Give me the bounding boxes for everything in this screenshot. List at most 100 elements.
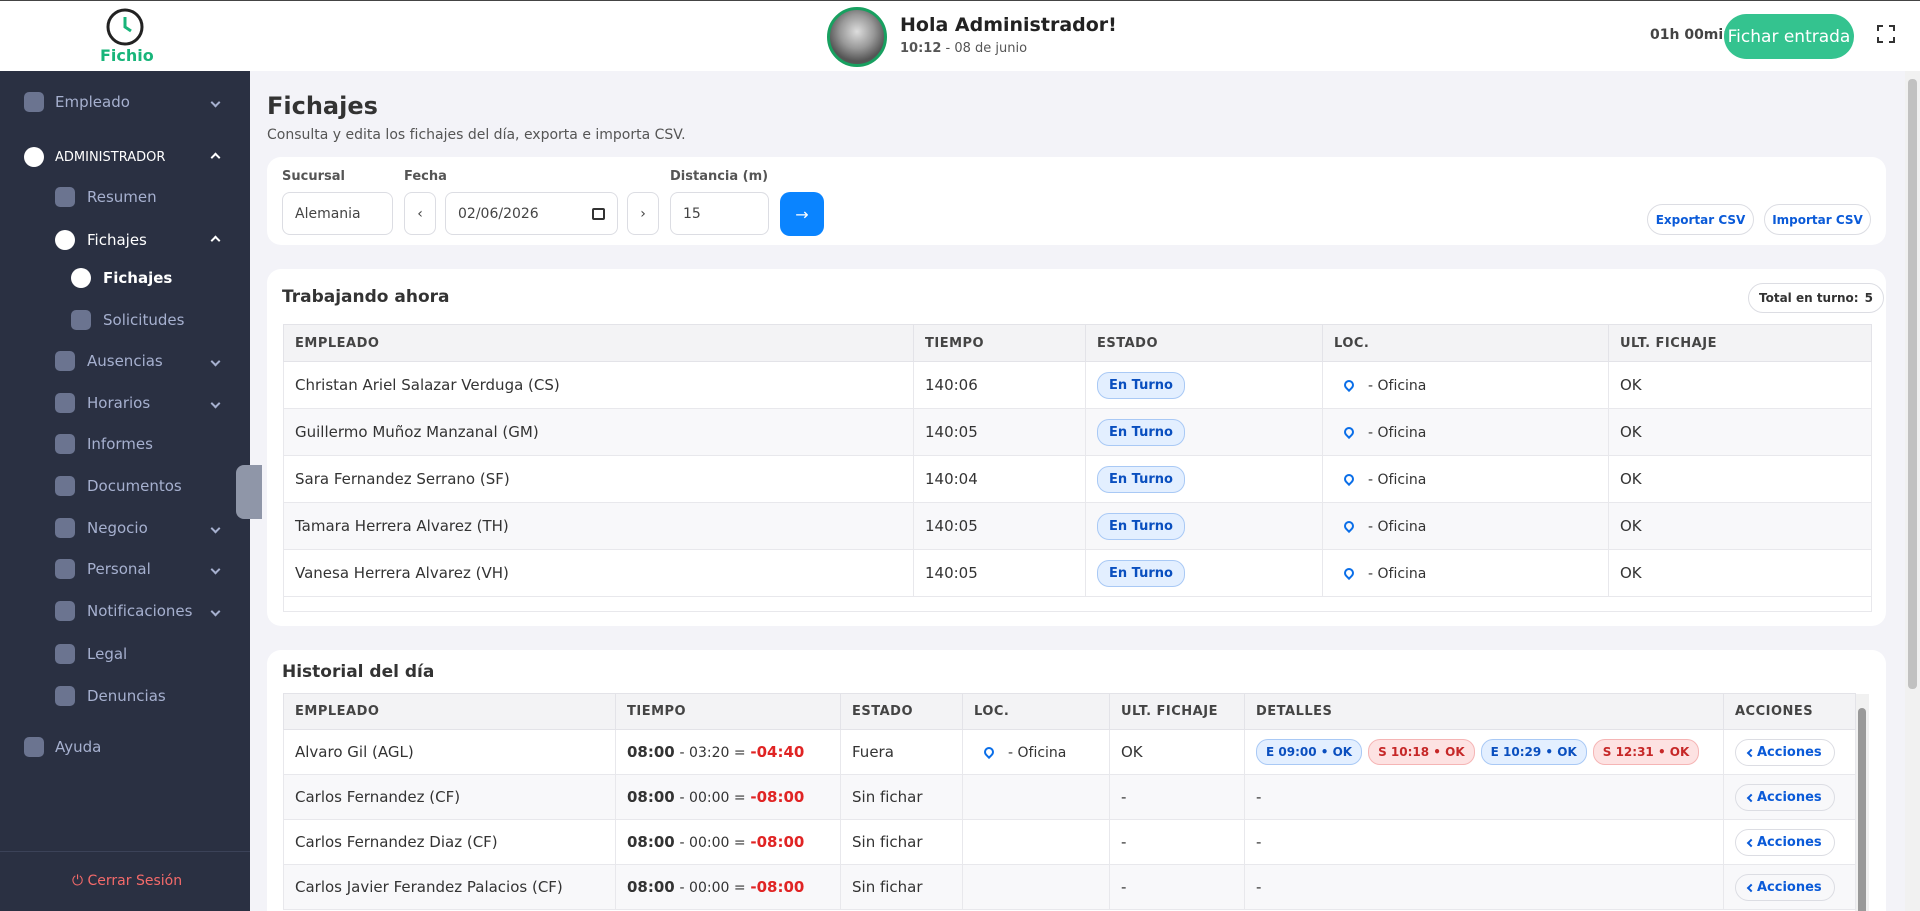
apply-button[interactable]: → (780, 192, 824, 236)
nav-item[interactable]: Personal (0, 554, 250, 584)
cell: - Oficina (1322, 361, 1609, 409)
nav-icon (55, 230, 75, 250)
table-row: Carlos Javier Ferandez Palacios (CF) 08:0… (283, 864, 1856, 910)
greeting: Hola Administrador! (900, 14, 1117, 36)
nav-icon (55, 393, 75, 413)
status-chip: En Turno (1097, 559, 1185, 587)
nav-label: Empleado (55, 93, 130, 111)
cell: - Oficina (962, 729, 1110, 775)
cell: OK (1608, 455, 1872, 503)
nav-item[interactable]: Notificaciones (0, 596, 250, 626)
cell (962, 819, 1110, 865)
actions-button[interactable]: Acciones (1735, 738, 1835, 766)
nav-item[interactable]: Negocio (0, 513, 250, 543)
nav-label: Solicitudes (103, 311, 185, 329)
clock-in-button[interactable]: Fichar entrada (1724, 14, 1854, 59)
column-header: LOC. (962, 693, 1110, 730)
detail-chip: E 09:00 • OK (1256, 739, 1363, 765)
nav-item[interactable]: Informes (0, 429, 250, 459)
fullscreen-icon[interactable] (1877, 25, 1895, 43)
cell: E 09:00 • OK S 10:18 • OK E 10:29 • OK S 12… (1244, 729, 1724, 775)
cell-text: OK (1620, 517, 1642, 535)
nav-item[interactable]: ADMINISTRADOR (0, 142, 250, 172)
cell-text: - (1256, 833, 1262, 851)
total-value: 5 (1864, 291, 1873, 305)
nav-chevron (210, 523, 221, 533)
distance-input[interactable]: 15 (670, 192, 769, 235)
nav-icon (55, 559, 75, 579)
avatar[interactable] (827, 7, 887, 67)
cell: OK (1608, 549, 1872, 597)
cell-text: OK (1620, 423, 1642, 441)
nav-item[interactable]: Fichajes (0, 225, 250, 255)
nav-label: Fichajes (87, 231, 147, 249)
column-header: ESTADO (840, 693, 963, 730)
nav-label: Notificaciones (87, 602, 193, 620)
worked: - 00:00 = (679, 835, 746, 851)
collapse-handle[interactable] (236, 465, 262, 519)
nav-icon (55, 686, 75, 706)
nav-item[interactable]: Ausencias (0, 346, 250, 376)
table-scrollbar[interactable] (1855, 694, 1869, 911)
datetime: 10:12 - 08 de junio (900, 41, 1027, 56)
nav-icon (24, 737, 44, 757)
branch-select[interactable]: Alemania (282, 192, 393, 235)
nav-item[interactable]: Empleado (0, 87, 250, 117)
page-scrollbar[interactable] (1905, 71, 1920, 911)
actions-button[interactable]: Acciones (1735, 783, 1835, 811)
cell: En Turno (1085, 502, 1323, 550)
nav-chevron (210, 152, 221, 162)
history-table: EMPLEADO TIEMPO ESTADO LOC. ULT. FICHAJE DETA… (283, 693, 1856, 910)
location: - Oficina (1008, 745, 1067, 761)
nav-item[interactable]: Legal (0, 639, 250, 669)
table-row: Alvaro Gil (AGL) 08:00 - 03:20 = -04:40 Fu… (283, 729, 1856, 775)
cell-text: Alvaro Gil (AGL) (295, 743, 414, 761)
date-input[interactable]: 02/06/2026 (445, 192, 618, 235)
column-header: TIEMPO (615, 693, 841, 730)
nav-item[interactable]: Fichajes (0, 263, 250, 293)
date-value: 02/06/2026 (458, 205, 539, 222)
cell-text: 140:05 (925, 423, 978, 441)
detail-chip: S 10:18 • OK (1368, 739, 1475, 765)
nav-item[interactable]: Ayuda (0, 732, 250, 762)
cell (962, 864, 1110, 910)
export-button[interactable]: Exportar CSV (1647, 204, 1754, 235)
nav-item[interactable]: Resumen (0, 182, 250, 212)
cell: Carlos Javier Ferandez Palacios (CF) (283, 864, 616, 910)
nav-label: Ayuda (55, 738, 102, 756)
start-time: 08:00 (627, 743, 675, 761)
cell: 08:00 - 00:00 = -08:00 (615, 774, 841, 820)
cell-text: - (1121, 878, 1127, 896)
nav-item[interactable]: Solicitudes (0, 305, 250, 335)
actions-button[interactable]: Acciones (1735, 828, 1835, 856)
nav-item[interactable]: Documentos (0, 471, 250, 501)
import-button[interactable]: Importar CSV (1764, 204, 1871, 235)
nav-label: ADMINISTRADOR (55, 149, 166, 165)
nav-chevron (210, 97, 221, 107)
next-day[interactable]: › (627, 192, 659, 235)
page-title: Fichajes (267, 92, 378, 120)
status-chip: En Turno (1097, 371, 1185, 399)
cell-text: Guillermo Muñoz Manzanal (GM) (295, 423, 539, 441)
difference: -04:40 (750, 743, 805, 761)
cell: Sin fichar (840, 864, 963, 910)
actions-button[interactable]: Acciones (1735, 873, 1835, 901)
cell: En Turno (1085, 455, 1323, 503)
cell: 140:05 (913, 502, 1086, 550)
cell: En Turno (1085, 549, 1323, 597)
prev-day[interactable]: ‹ (404, 192, 436, 235)
table-spacer (283, 596, 1872, 612)
nav-label: Denuncias (87, 687, 166, 705)
logout[interactable]: ⏻ Cerrar Sesión (72, 873, 183, 889)
cell: 140:04 (913, 455, 1086, 503)
history-title: Historial del día (282, 662, 435, 682)
column-header: TIEMPO (913, 324, 1086, 362)
cell: 08:00 - 00:00 = -08:00 (615, 864, 841, 910)
date-label: Fecha (404, 169, 447, 184)
total-pill: Total en turno: 5 (1748, 283, 1884, 313)
cell: - (1244, 819, 1724, 865)
nav-icon (55, 351, 75, 371)
nav-item[interactable]: Denuncias (0, 681, 250, 711)
nav-item[interactable]: Horarios (0, 388, 250, 418)
location: - Oficina (1368, 472, 1427, 488)
